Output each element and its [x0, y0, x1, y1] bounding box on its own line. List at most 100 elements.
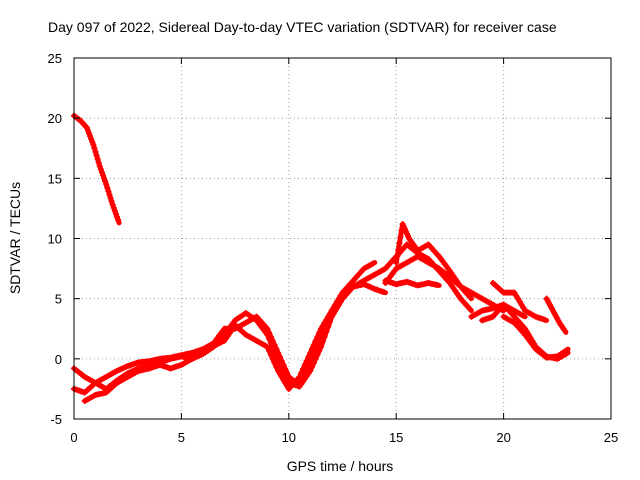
- y-tick-label--5: -5: [50, 412, 62, 427]
- marker-track-b-18-4: [271, 341, 278, 348]
- marker-early-decay-4-5: [102, 178, 109, 185]
- y-tick-label-25: 25: [48, 51, 62, 66]
- marker-track-c-11-2: [207, 345, 214, 352]
- marker-early-decay-5-4: [107, 194, 114, 201]
- series-markers-peak-3: [382, 253, 505, 313]
- marker-track-b-21-5: [305, 365, 312, 372]
- marker-track-c-22-0: [328, 307, 335, 314]
- y-tick-label-10: 10: [48, 232, 62, 247]
- marker-early-decay-3-2: [92, 148, 99, 155]
- marker-early-decay-5-2: [105, 188, 112, 195]
- series-markers-peak-1: [371, 241, 473, 312]
- marker-track-c-20-3: [312, 337, 319, 344]
- series-markers-early-decay: [71, 112, 122, 223]
- y-tick-label-20: 20: [48, 111, 62, 126]
- marker-track-c-19-4: [303, 357, 310, 364]
- marker-early-decay-3-0: [90, 141, 97, 148]
- marker-track-c-17-5: [284, 382, 291, 389]
- series-plateau: [382, 277, 442, 289]
- x-axis-label: GPS time / hours: [287, 458, 394, 474]
- series-track-c: [81, 281, 388, 404]
- marker-track-c-11-1: [203, 346, 210, 353]
- y-tick-label-0: 0: [55, 352, 62, 367]
- marker-track-b-21-1: [298, 378, 305, 385]
- marker-early-decay-4-2: [98, 169, 105, 176]
- marker-peak-2-0-1: [394, 253, 401, 260]
- marker-early-decay-5-0: [103, 181, 110, 188]
- marker-early-decay-2-0: [83, 124, 90, 131]
- marker-early-decay-4-0: [96, 163, 103, 170]
- series-markers-tail: [543, 295, 568, 334]
- marker-peak-2-7-5: [466, 293, 473, 300]
- marker-track-c-22-1: [330, 304, 337, 311]
- marker-early-decay-2-1: [84, 127, 91, 134]
- series-late-d: [500, 313, 571, 361]
- data-series: [71, 112, 571, 404]
- marker-early-decay-3-5: [95, 159, 102, 166]
- x-tick-label-0: 0: [70, 430, 77, 445]
- marker-late-c-4-0: [522, 325, 529, 332]
- marker-early-decay-2-3: [87, 133, 94, 140]
- series-early-decay: [71, 112, 122, 226]
- marker-track-b-22-0: [307, 361, 314, 368]
- series-peak-3: [382, 253, 507, 314]
- y-tick-label-5: 5: [55, 292, 62, 307]
- series-markers-track-c: [81, 281, 387, 404]
- marker-track-b-18-5: [273, 345, 280, 352]
- marker-track-c-16-1: [266, 347, 273, 354]
- marker-track-c-21-4: [325, 313, 332, 320]
- marker-track-c-16-4: [271, 359, 278, 366]
- marker-late-a-2-2: [514, 295, 521, 302]
- marker-track-c-17-2: [278, 373, 285, 380]
- marker-track-c-21-1: [319, 322, 326, 329]
- marker-late-a-2-4: [518, 301, 525, 308]
- marker-track-c-11-0: [199, 348, 206, 355]
- marker-track-c-21-3: [323, 316, 330, 323]
- marker-track-c-11-4: [214, 341, 221, 348]
- marker-track-c-16-3: [269, 355, 276, 362]
- marker-early-decay-3-1: [91, 145, 98, 152]
- y-axis-label: SDTVAR / TECUs: [7, 182, 23, 294]
- marker-track-b-22-1: [309, 356, 316, 363]
- marker-track-b-18-0: [264, 325, 271, 332]
- marker-track-c-19-1: [298, 369, 305, 376]
- marker-late-d-5-5: [563, 347, 570, 354]
- marker-late-a-4-5: [541, 316, 548, 323]
- marker-early-decay-3-4: [94, 156, 101, 163]
- tick-labels: 0 5 10 15 20 25 -5 0 5 10 15 20 25: [48, 51, 619, 445]
- marker-peak-2-0-0: [393, 259, 400, 266]
- series-markers-late-a: [489, 280, 548, 323]
- marker-track-c-11-5: [217, 339, 224, 346]
- marker-track-c-19-3: [301, 361, 308, 368]
- marker-early-decay-2-4: [88, 136, 95, 143]
- marker-track-b-18-2: [267, 333, 274, 340]
- marker-early-decay-4-1: [97, 166, 104, 173]
- marker-track-b-19-1: [276, 353, 283, 360]
- marker-track-c-17-0: [275, 367, 282, 374]
- x-tick-label-10: 10: [282, 430, 296, 445]
- marker-track-b-27-5: [369, 260, 376, 267]
- marker-late-a-2-1: [513, 292, 520, 299]
- marker-track-c-21-0: [318, 325, 325, 332]
- marker-track-b-18-1: [266, 329, 273, 336]
- marker-track-b-19-3: [280, 361, 287, 368]
- marker-early-decay-6-0: [109, 201, 116, 208]
- marker-late-a-2-5: [520, 304, 527, 311]
- marker-track-b-18-3: [269, 337, 276, 344]
- x-tick-label-25: 25: [604, 430, 618, 445]
- series-late-a: [489, 280, 550, 323]
- marker-track-c-21-5: [326, 310, 333, 317]
- marker-track-c-19-0: [296, 373, 303, 380]
- axes: [73, 57, 612, 420]
- series-peak-1: [371, 241, 474, 314]
- marker-early-decay-4-4: [101, 175, 108, 182]
- marker-track-c-11-3: [210, 343, 217, 350]
- chart-title: Day 097 of 2022, Sidereal Day-to-day VTE…: [48, 19, 557, 35]
- marker-early-decay-2-5: [89, 138, 96, 145]
- marker-peak-2-0-5: [398, 227, 405, 234]
- marker-late-b-4-5: [520, 312, 527, 319]
- marker-track-c-19-2: [300, 365, 307, 372]
- marker-late-a-2-3: [516, 298, 523, 305]
- marker-track-c-16-0: [264, 343, 271, 350]
- marker-track-c-20-4: [314, 333, 321, 340]
